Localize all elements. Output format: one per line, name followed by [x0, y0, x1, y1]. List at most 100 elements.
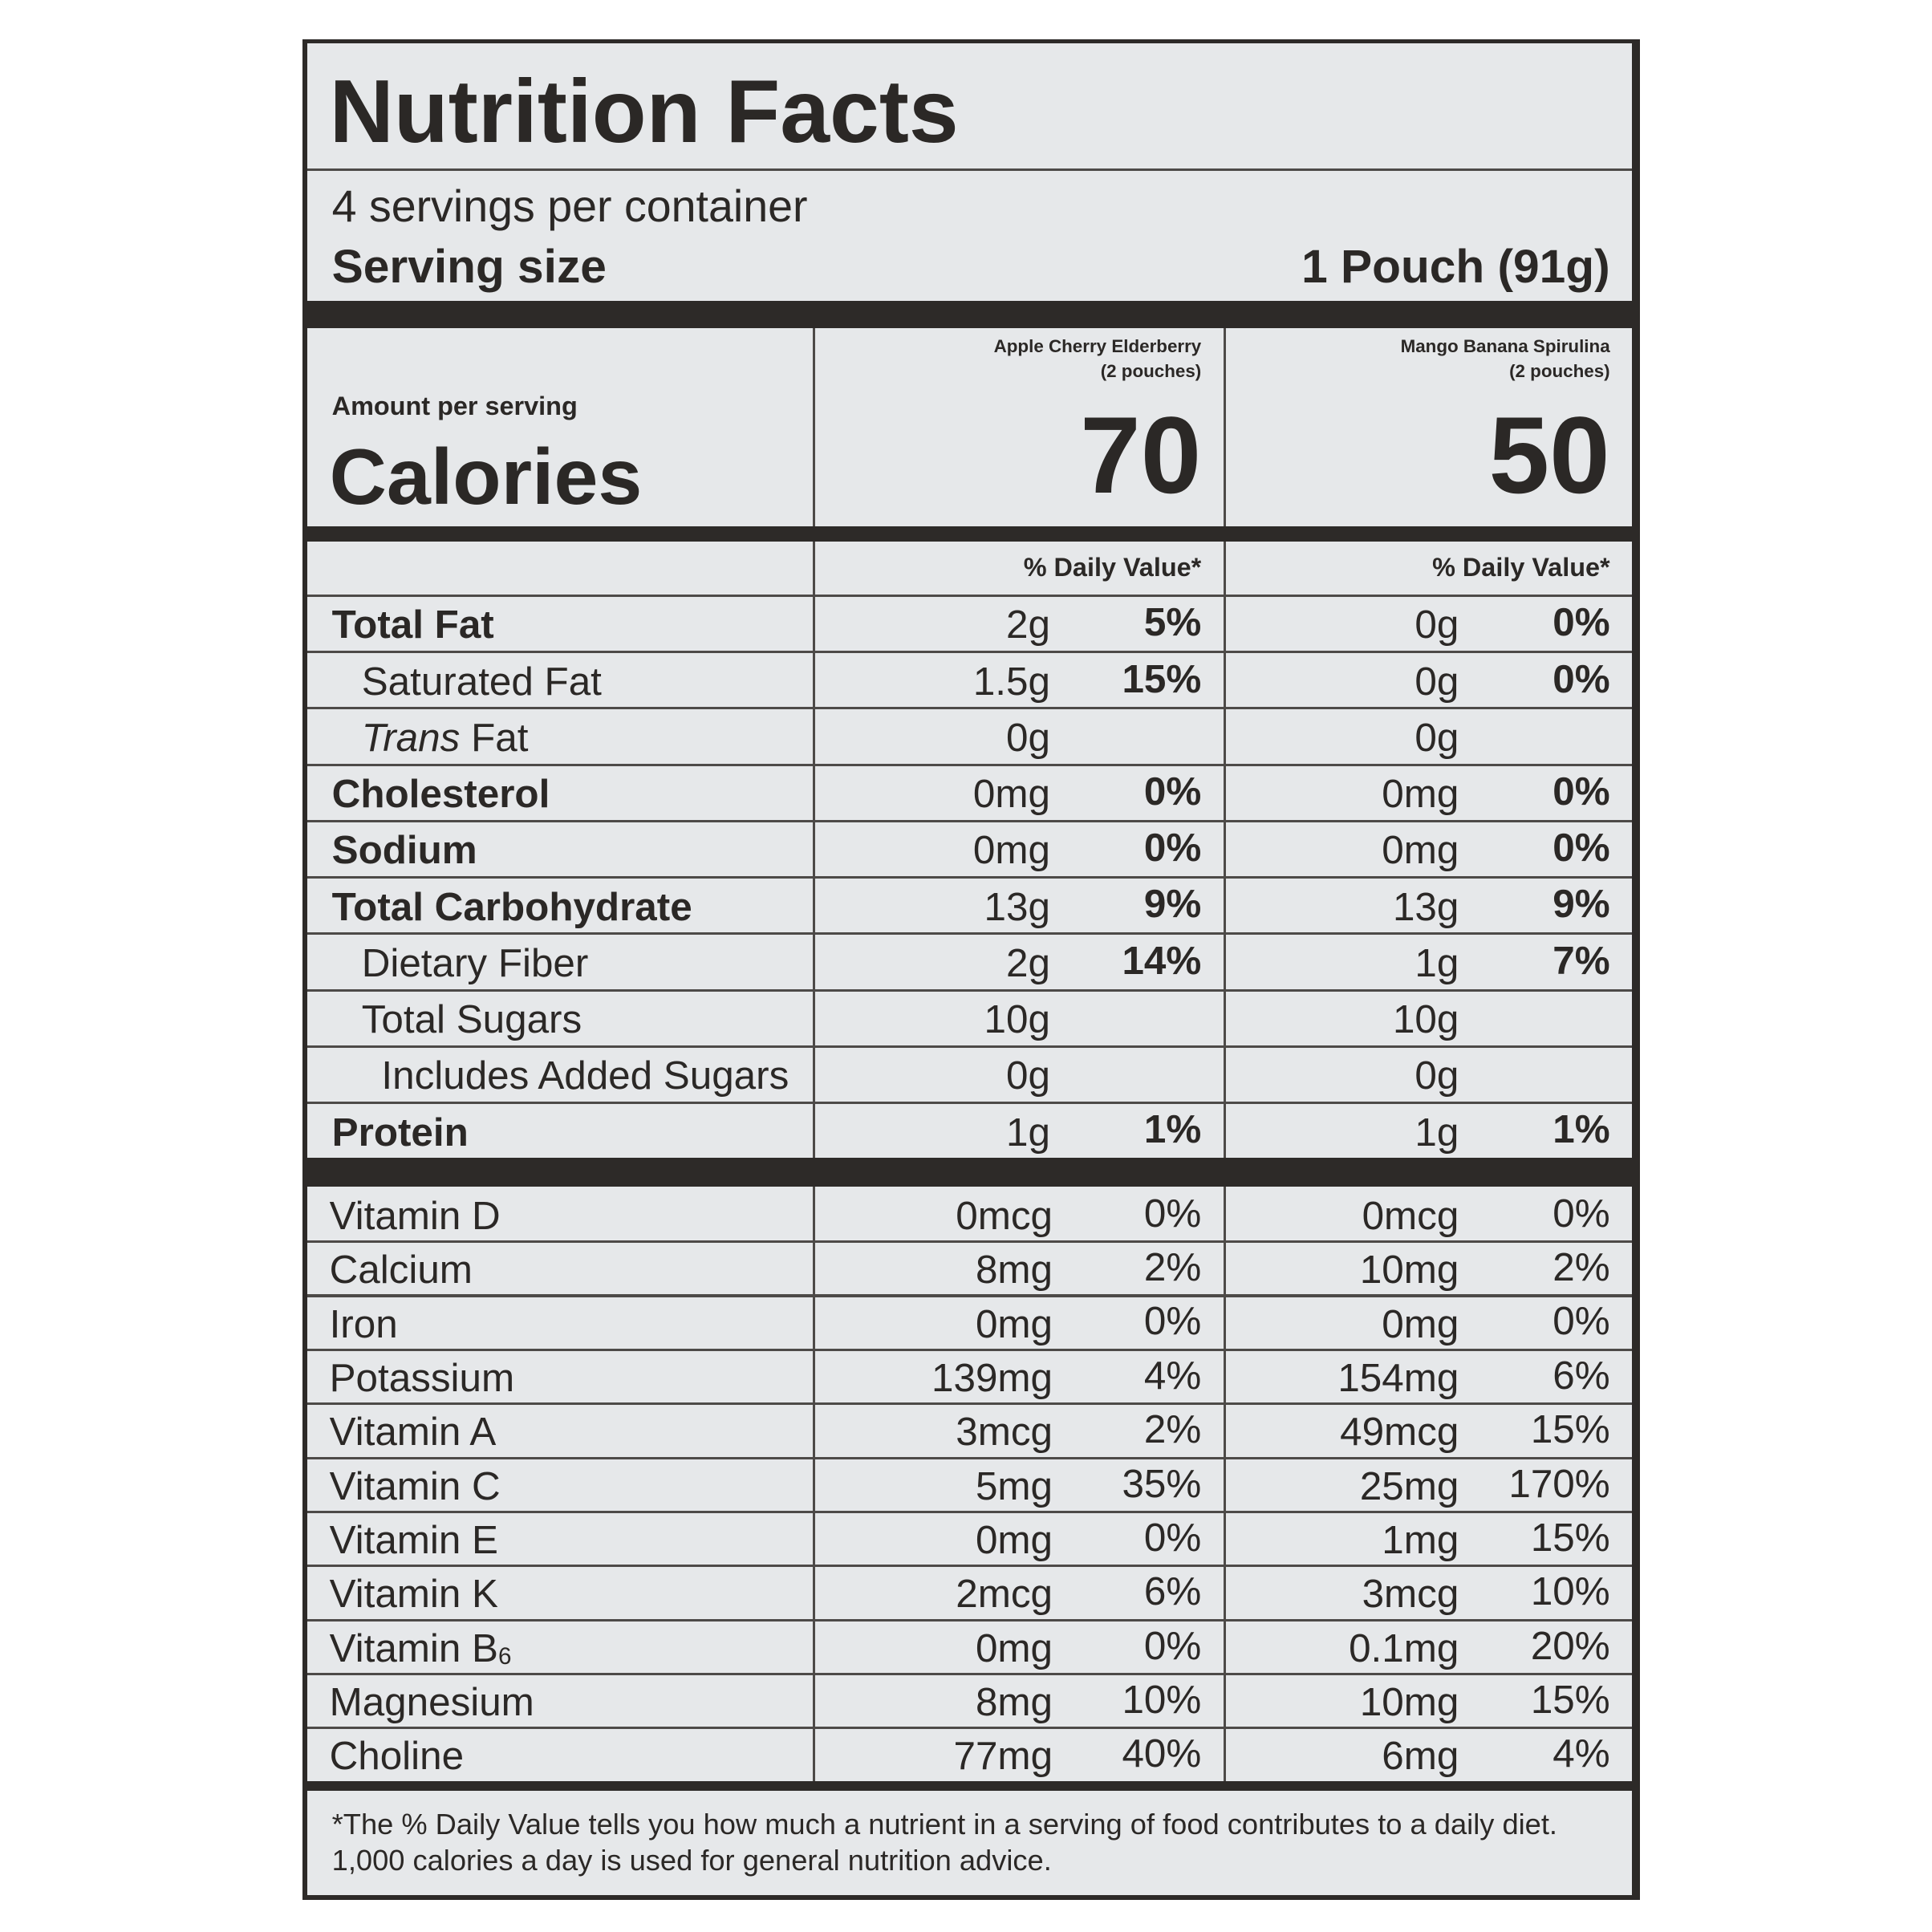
column-divider [812, 541, 815, 1159]
daily-value: 40% [1122, 1731, 1202, 1776]
daily-value: 35% [1122, 1461, 1202, 1506]
calories-value: 50 [1488, 394, 1610, 517]
amount: 8mg [975, 1248, 1053, 1293]
daily-value: 10% [1122, 1677, 1202, 1722]
vitamin-name-text: Vitamin E [329, 1517, 498, 1562]
amount: 1g [1414, 1110, 1459, 1155]
daily-value: 7% [1552, 938, 1610, 983]
nutrient-name: Dietary Fiber [362, 935, 857, 991]
vitamin-name-text: Vitamin B [329, 1626, 498, 1670]
amount: 1mg [1382, 1517, 1459, 1562]
nutrient-name: Total Fat [332, 597, 827, 653]
daily-value: 0% [1552, 656, 1610, 701]
amount: 25mg [1359, 1463, 1459, 1508]
amount: 0g [1006, 1053, 1050, 1098]
daily-value: 0% [1552, 769, 1610, 814]
row-rule [306, 1240, 1633, 1244]
daily-value: 0% [1552, 826, 1610, 871]
daily-value: 2% [1143, 1407, 1202, 1452]
amount: 0mg [975, 1517, 1053, 1562]
vitamin-name: Iron [330, 1297, 825, 1351]
nutrient-name: Trans Fat [362, 709, 857, 765]
amount: 6mg [1382, 1734, 1459, 1779]
amount: 10mg [1359, 1248, 1459, 1293]
row-rule [306, 594, 1633, 597]
amount: 0mg [1382, 828, 1459, 873]
thick-bar [302, 301, 1640, 329]
vitamin-subscript: 6 [498, 1642, 512, 1670]
column-divider [1224, 1186, 1227, 1781]
vitamin-name-text: Vitamin K [329, 1572, 498, 1617]
amount: 5mg [975, 1463, 1053, 1508]
row-rule [306, 988, 1633, 992]
amount-per-serving: Amount per serving [331, 392, 578, 421]
daily-value: 2% [1552, 1245, 1610, 1290]
amount: 10g [984, 997, 1050, 1042]
vitamin-name-text: Choline [329, 1734, 465, 1779]
vitamin-name-text: Vitamin D [329, 1193, 501, 1238]
nutrient-name: Total Carbohydrate [332, 879, 827, 935]
label-border-left [302, 39, 307, 1900]
servings: 4 servings per container [331, 181, 808, 231]
row-rule [306, 1618, 1633, 1622]
amount: 0g [1414, 715, 1459, 760]
row-rule [306, 707, 1633, 710]
vitamin-name: Calcium [330, 1243, 825, 1297]
nutrient-name: Includes Added Sugars [381, 1048, 876, 1104]
thick-bar [302, 1780, 1640, 1792]
vitamin-name-text: Vitamin C [329, 1463, 501, 1508]
daily-value: 9% [1552, 882, 1610, 927]
amount: 1g [1414, 940, 1459, 985]
product-note: (2 pouches) [1509, 360, 1610, 381]
amount: 2g [1006, 940, 1050, 985]
column-divider [1224, 328, 1227, 527]
row-rule [306, 1456, 1633, 1459]
daily-value: 0% [1143, 826, 1202, 871]
vitamin-name-text: Vitamin A [329, 1410, 497, 1455]
amount: 77mg [953, 1734, 1053, 1779]
amount: 1g [1006, 1110, 1050, 1155]
amount: 0mg [1382, 772, 1459, 817]
daily-value: 0% [1143, 1299, 1202, 1344]
row-rule [306, 819, 1633, 822]
vitamin-name: Choline [330, 1729, 825, 1783]
footnote: *The % Daily Value tells you how much a … [331, 1807, 1558, 1877]
nutrient-name-text: Total Carbohydrate [331, 884, 692, 929]
amount: 2mcg [956, 1572, 1053, 1617]
daily-value: 15% [1530, 1677, 1610, 1722]
daily-value: 0% [1552, 1191, 1610, 1236]
column-divider [1224, 541, 1227, 1159]
row-rule [306, 876, 1633, 879]
amount: 3mcg [956, 1410, 1053, 1455]
serving-size-value: 1 Pouch (91g) [1301, 241, 1610, 294]
column-divider [812, 328, 815, 527]
daily-value: 4% [1552, 1731, 1610, 1776]
row-rule [306, 651, 1633, 654]
vitamin-name: Vitamin D [330, 1189, 825, 1243]
row-rule [306, 1565, 1633, 1568]
daily-value: 6% [1143, 1569, 1202, 1614]
thick-bar [302, 526, 1640, 542]
nutrient-name-text: Fat [471, 715, 529, 760]
amount: 49mcg [1340, 1410, 1459, 1455]
amount: 10g [1392, 997, 1459, 1042]
nutrient-name-text: Total Fat [331, 603, 494, 647]
daily-value: 1% [1143, 1107, 1202, 1152]
daily-value: 0% [1552, 600, 1610, 645]
amount: 0mg [972, 828, 1050, 873]
nutrient-name-text: Saturated Fat [361, 659, 602, 704]
vitamin-name: Vitamin E [330, 1513, 825, 1567]
daily-value: 15% [1122, 656, 1202, 701]
vitamin-name: Vitamin K [330, 1567, 825, 1621]
row-rule [306, 1727, 1633, 1730]
daily-value: 10% [1530, 1569, 1610, 1614]
nutrient-name-text: Total Sugars [361, 997, 582, 1042]
nutrient-name: Sodium [332, 822, 827, 879]
daily-value-header: % Daily Value* [1023, 552, 1202, 582]
amount: 0mg [975, 1301, 1053, 1346]
row-rule [306, 1348, 1633, 1351]
daily-value: 170% [1508, 1461, 1610, 1506]
amount: 0mg [975, 1626, 1053, 1670]
row-rule [306, 932, 1633, 936]
daily-value: 9% [1143, 882, 1202, 927]
